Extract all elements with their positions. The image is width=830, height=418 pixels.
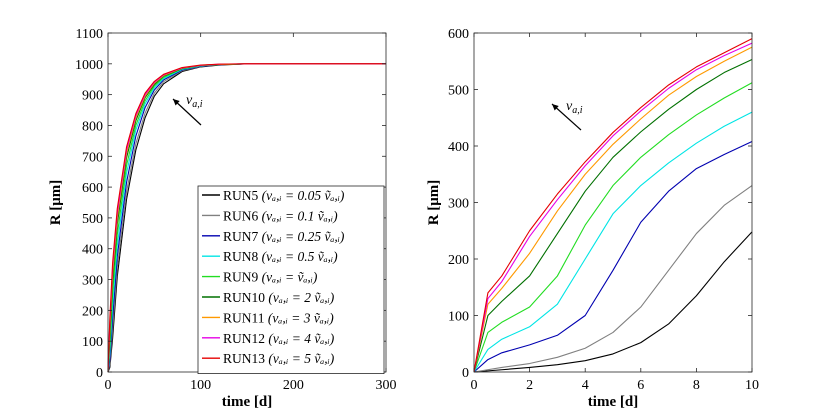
right-xtick-label: 10 <box>745 378 759 393</box>
legend-name: RUN7 <box>223 229 259 244</box>
right-line-run12 <box>473 42 753 373</box>
left-xtick-label: 0 <box>105 378 112 393</box>
right-line-run6 <box>473 185 753 373</box>
right-ytick-label: 600 <box>448 27 469 42</box>
right-line-run11 <box>473 46 753 373</box>
left-ytick-label: 500 <box>82 212 103 227</box>
left-annotation-subscript: a,i <box>192 99 203 110</box>
right-ytick-label: 300 <box>448 197 469 212</box>
right-line-run8 <box>473 111 753 373</box>
legend-formula: (vₐ,ᵢ = 5 ṽₐ,ᵢ) <box>265 351 335 366</box>
left-ytick-label: 300 <box>82 274 103 289</box>
legend-name: RUN13 <box>223 351 265 366</box>
right-ytick-label: 0 <box>462 366 469 381</box>
legend: RUN5 (vₐ,ᵢ = 0.05 ṽₐ,ᵢ) RUN6 (vₐ,ᵢ = 0.1 … <box>197 185 385 375</box>
right-annotation-arrowhead <box>552 104 559 111</box>
legend-formula: (vₐ,ᵢ = 0.1 ṽₐ,ᵢ) <box>258 208 338 223</box>
right-ytick-label: 200 <box>448 253 469 268</box>
legend-entry-run6: RUN6 (vₐ,ᵢ = 0.1 ṽₐ,ᵢ) <box>223 208 338 223</box>
left-xtick-label: 100 <box>190 378 211 393</box>
left-series-group <box>107 63 386 373</box>
legend-entry-run8: RUN8 (vₐ,ᵢ = 0.5 ṽₐ,ᵢ) <box>223 249 338 264</box>
legend-name: RUN10 <box>223 290 265 305</box>
legend-name: RUN12 <box>223 331 265 346</box>
right-line-run7 <box>473 140 753 373</box>
right-annotation-symbol: v <box>566 99 573 114</box>
left-ytick-label: 1100 <box>76 27 103 42</box>
legend-entry-run13: RUN13 (vₐ,ᵢ = 5 ṽₐ,ᵢ) <box>223 351 335 366</box>
legend-entry-run7: RUN7 (vₐ,ᵢ = 0.25 ṽₐ,ᵢ) <box>223 229 345 244</box>
legend-formula: (vₐ,ᵢ = 4 ṽₐ,ᵢ) <box>265 331 335 346</box>
legend-formula: (vₐ,ᵢ = 0.25 ṽₐ,ᵢ) <box>258 229 345 244</box>
legend-entry-run5: RUN5 (vₐ,ᵢ = 0.05 ṽₐ,ᵢ) <box>223 188 345 203</box>
right-ytick-label: 500 <box>448 84 469 99</box>
legend-name: RUN8 <box>223 249 259 264</box>
right-annotation-label: va,i <box>566 99 583 116</box>
left-ytick-label: 100 <box>82 335 103 350</box>
right-xtick-label: 2 <box>526 378 533 393</box>
right-annotation-arrow <box>551 103 582 131</box>
right-line-run9 <box>473 82 753 373</box>
legend-name: RUN6 <box>223 208 259 223</box>
left-chart: 0 100 200 300 0 100 200 300 400 500 600 700 800 900 10… <box>48 27 397 410</box>
legend-formula: (vₐ,ᵢ = 3 ṽₐ,ᵢ) <box>265 310 335 325</box>
legend-formula: (vₐ,ᵢ = 0.05 ṽₐ,ᵢ) <box>258 188 345 203</box>
right-xtick-label: 0 <box>471 378 478 393</box>
left-xtick-label: 300 <box>376 378 397 393</box>
left-ytick-label: 600 <box>82 181 103 196</box>
legend-name: RUN5 <box>223 188 259 203</box>
legend-name: RUN9 <box>223 270 259 285</box>
left-xlabel: time [d] <box>222 394 272 410</box>
right-annotation-subscript: a,i <box>572 105 583 116</box>
legend-name: RUN11 <box>223 310 265 325</box>
legend-entry-run9: RUN9 (vₐ,ᵢ = ṽₐ,ᵢ) <box>223 270 318 285</box>
legend-entry-run10: RUN10 (vₐ,ᵢ = 2 ṽₐ,ᵢ) <box>223 290 335 305</box>
legend-box <box>197 185 385 375</box>
right-ytick-label: 400 <box>448 140 469 155</box>
left-ytick-label: 200 <box>82 304 103 319</box>
legend-formula: (vₐ,ᵢ = 2 ṽₐ,ᵢ) <box>265 290 335 305</box>
right-ylabel: R [μm] <box>426 180 442 226</box>
right-line-run10 <box>473 59 753 373</box>
legend-formula: (vₐ,ᵢ = 0.5 ṽₐ,ᵢ) <box>258 249 338 264</box>
left-ytick-label: 700 <box>82 150 103 165</box>
legend-entry-run11: RUN11 (vₐ,ᵢ = 3 ṽₐ,ᵢ) <box>223 310 334 325</box>
left-xtick-label: 200 <box>283 378 304 393</box>
left-annotation-label: va,i <box>186 93 203 110</box>
right-xlabel: time [d] <box>588 394 638 410</box>
left-ytick-label: 800 <box>82 119 103 134</box>
legend-formula: (vₐ,ᵢ = ṽₐ,ᵢ) <box>258 270 318 285</box>
legend-entry-run12: RUN12 (vₐ,ᵢ = 4 ṽₐ,ᵢ) <box>223 331 335 346</box>
left-annotation-arrowhead <box>173 99 180 106</box>
right-series-group <box>473 38 753 373</box>
left-line-run13 <box>107 63 386 373</box>
right-axes-box <box>473 32 753 373</box>
right-xtick-label: 6 <box>637 378 644 393</box>
right-xtick-label: 8 <box>693 378 700 393</box>
right-ytick-label: 100 <box>448 310 469 325</box>
right-line-run5 <box>473 231 753 373</box>
left-ylabel: R [μm] <box>48 180 64 226</box>
left-annotation-arrow <box>172 98 202 126</box>
left-ytick-label: 1000 <box>75 58 103 73</box>
left-ytick-label: 400 <box>82 243 103 258</box>
left-ytick-label: 0 <box>96 366 103 381</box>
right-line-run13 <box>473 38 753 373</box>
left-annotation-symbol: v <box>186 93 193 108</box>
left-ytick-label: 900 <box>82 89 103 104</box>
right-xtick-label: 4 <box>582 378 589 393</box>
